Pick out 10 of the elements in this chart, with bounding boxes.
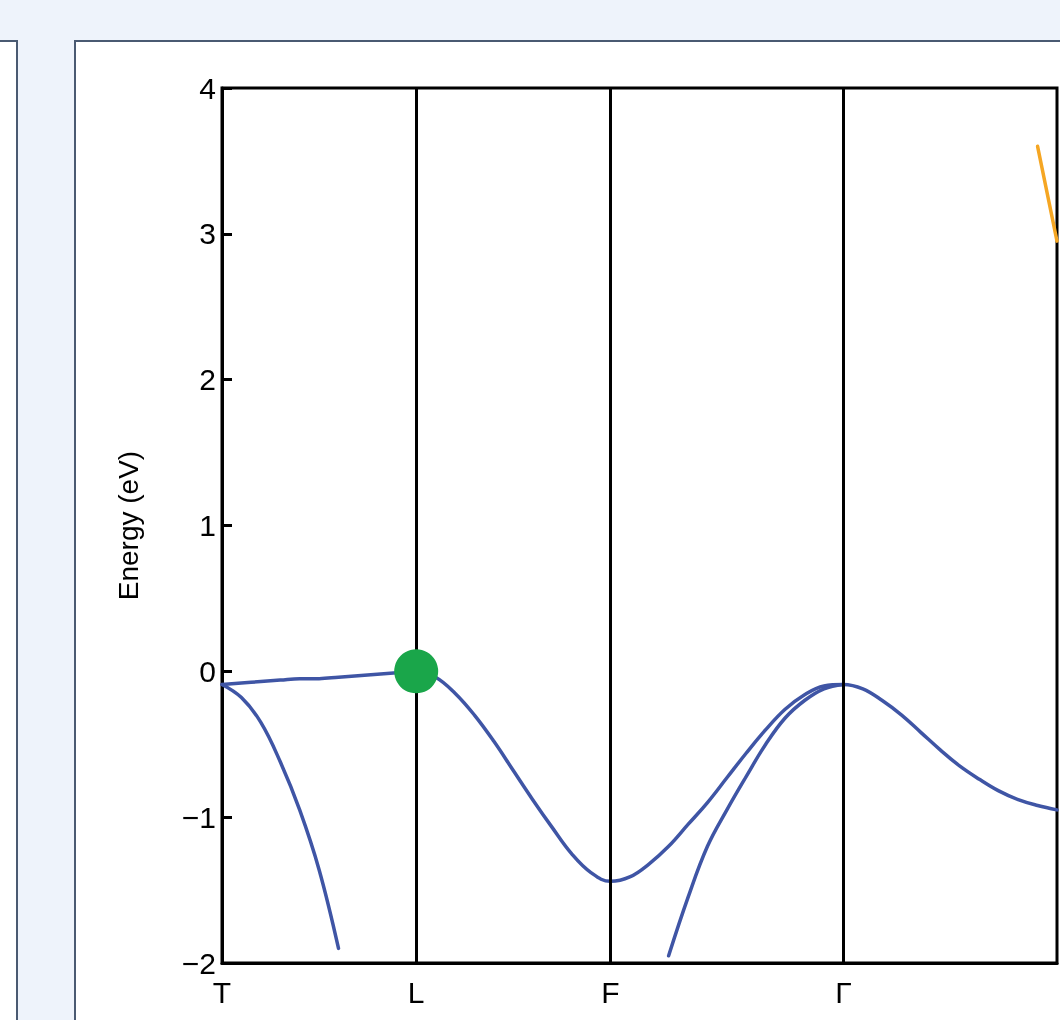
x-tick-label: Γ (835, 975, 852, 1009)
y-tick-label: −1 (181, 800, 216, 834)
y-tick-label: 2 (199, 363, 216, 397)
y-tick-label: 1 (199, 509, 216, 542)
y-axis-title: Energy (eV) (112, 450, 144, 601)
y-tick-label: 4 (199, 71, 216, 105)
x-tick-label: F (601, 975, 620, 1009)
y-tick-label: 3 (199, 217, 216, 251)
x-tick-label: L (407, 975, 425, 1009)
y-tick-label: 0 (199, 654, 216, 688)
